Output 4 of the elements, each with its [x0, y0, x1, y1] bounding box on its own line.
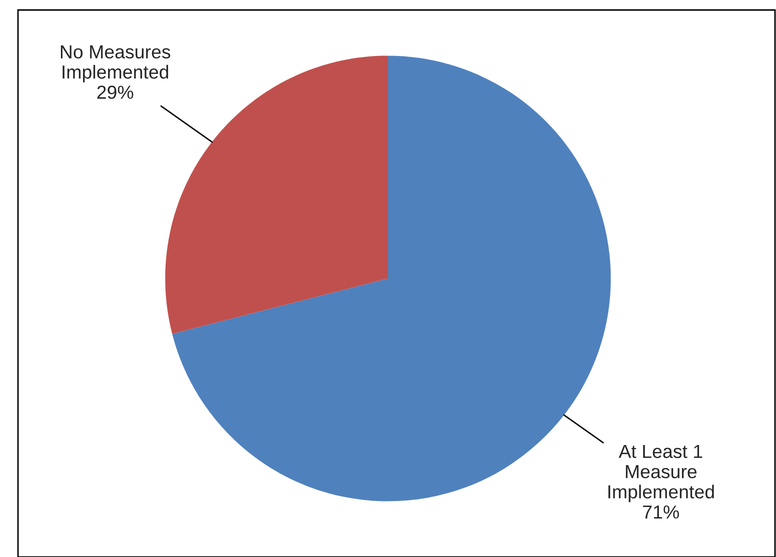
data-label: 29%: [97, 86, 134, 99]
slice-label: At Least 1 Measure Implemented: [608, 444, 714, 502]
data-label: 71%: [643, 505, 679, 519]
slice-label: No Measures Implemented: [60, 45, 170, 82]
